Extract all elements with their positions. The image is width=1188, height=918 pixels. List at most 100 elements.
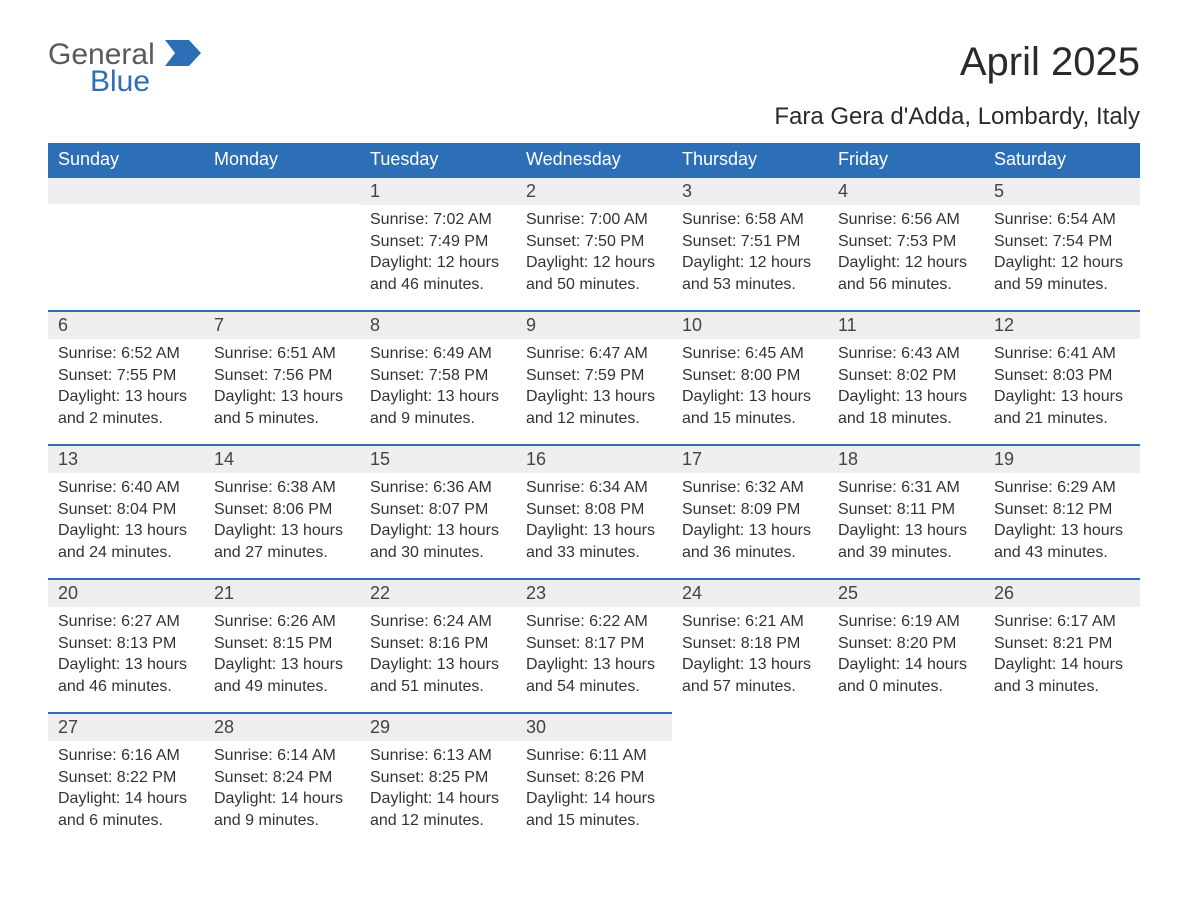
daylight-line: Daylight: 12 hours and 56 minutes. bbox=[838, 252, 974, 295]
day-content: Sunrise: 6:54 AMSunset: 7:54 PMDaylight:… bbox=[984, 205, 1140, 305]
daylight-line: Daylight: 13 hours and 33 minutes. bbox=[526, 520, 662, 563]
weekday-header: Friday bbox=[828, 143, 984, 176]
day-content: Sunrise: 6:11 AMSunset: 8:26 PMDaylight:… bbox=[516, 741, 672, 841]
weekday-header: Sunday bbox=[48, 143, 204, 176]
day-number: 5 bbox=[984, 176, 1140, 205]
sunrise-line: Sunrise: 6:22 AM bbox=[526, 611, 662, 633]
day-number: 14 bbox=[204, 444, 360, 473]
daylight-line: Daylight: 14 hours and 12 minutes. bbox=[370, 788, 506, 831]
day-content: Sunrise: 6:32 AMSunset: 8:09 PMDaylight:… bbox=[672, 473, 828, 573]
weekday-header: Wednesday bbox=[516, 143, 672, 176]
logo-text: General Blue bbox=[48, 40, 155, 95]
day-content: Sunrise: 6:51 AMSunset: 7:56 PMDaylight:… bbox=[204, 339, 360, 439]
day-content: Sunrise: 6:38 AMSunset: 8:06 PMDaylight:… bbox=[204, 473, 360, 573]
sunrise-line: Sunrise: 6:40 AM bbox=[58, 477, 194, 499]
day-number: 22 bbox=[360, 578, 516, 607]
calendar-cell bbox=[828, 712, 984, 846]
daylight-line: Daylight: 12 hours and 46 minutes. bbox=[370, 252, 506, 295]
calendar-cell: 11Sunrise: 6:43 AMSunset: 8:02 PMDayligh… bbox=[828, 310, 984, 444]
sunrise-line: Sunrise: 6:58 AM bbox=[682, 209, 818, 231]
day-number: 8 bbox=[360, 310, 516, 339]
day-content: Sunrise: 6:14 AMSunset: 8:24 PMDaylight:… bbox=[204, 741, 360, 841]
day-content: Sunrise: 6:13 AMSunset: 8:25 PMDaylight:… bbox=[360, 741, 516, 841]
daylight-line: Daylight: 14 hours and 3 minutes. bbox=[994, 654, 1130, 697]
day-number: 10 bbox=[672, 310, 828, 339]
daylight-line: Daylight: 14 hours and 15 minutes. bbox=[526, 788, 662, 831]
day-number: 23 bbox=[516, 578, 672, 607]
sunset-line: Sunset: 8:20 PM bbox=[838, 633, 974, 655]
calendar-cell: 18Sunrise: 6:31 AMSunset: 8:11 PMDayligh… bbox=[828, 444, 984, 578]
sunrise-line: Sunrise: 6:56 AM bbox=[838, 209, 974, 231]
day-number: 9 bbox=[516, 310, 672, 339]
day-number: 24 bbox=[672, 578, 828, 607]
calendar-cell: 3Sunrise: 6:58 AMSunset: 7:51 PMDaylight… bbox=[672, 176, 828, 310]
daylight-line: Daylight: 13 hours and 15 minutes. bbox=[682, 386, 818, 429]
calendar-cell: 25Sunrise: 6:19 AMSunset: 8:20 PMDayligh… bbox=[828, 578, 984, 712]
day-number: 19 bbox=[984, 444, 1140, 473]
calendar-cell: 17Sunrise: 6:32 AMSunset: 8:09 PMDayligh… bbox=[672, 444, 828, 578]
weekday-header: Thursday bbox=[672, 143, 828, 176]
daylight-line: Daylight: 14 hours and 6 minutes. bbox=[58, 788, 194, 831]
sunrise-line: Sunrise: 6:47 AM bbox=[526, 343, 662, 365]
daylight-line: Daylight: 13 hours and 18 minutes. bbox=[838, 386, 974, 429]
location: Fara Gera d'Adda, Lombardy, Italy bbox=[48, 103, 1140, 131]
sunset-line: Sunset: 8:06 PM bbox=[214, 499, 350, 521]
weekday-header: Monday bbox=[204, 143, 360, 176]
day-number: 27 bbox=[48, 712, 204, 741]
sunrise-line: Sunrise: 6:19 AM bbox=[838, 611, 974, 633]
calendar-cell: 30Sunrise: 6:11 AMSunset: 8:26 PMDayligh… bbox=[516, 712, 672, 846]
calendar-row: 27Sunrise: 6:16 AMSunset: 8:22 PMDayligh… bbox=[48, 712, 1140, 846]
day-content: Sunrise: 6:29 AMSunset: 8:12 PMDaylight:… bbox=[984, 473, 1140, 573]
title-block: April 2025 bbox=[960, 40, 1140, 85]
sunrise-line: Sunrise: 6:26 AM bbox=[214, 611, 350, 633]
sunset-line: Sunset: 8:21 PM bbox=[994, 633, 1130, 655]
sunset-line: Sunset: 8:24 PM bbox=[214, 767, 350, 789]
daylight-line: Daylight: 13 hours and 36 minutes. bbox=[682, 520, 818, 563]
daylight-line: Daylight: 13 hours and 43 minutes. bbox=[994, 520, 1130, 563]
sunrise-line: Sunrise: 6:51 AM bbox=[214, 343, 350, 365]
day-number: 15 bbox=[360, 444, 516, 473]
day-content: Sunrise: 6:31 AMSunset: 8:11 PMDaylight:… bbox=[828, 473, 984, 573]
calendar-cell: 10Sunrise: 6:45 AMSunset: 8:00 PMDayligh… bbox=[672, 310, 828, 444]
calendar-cell: 23Sunrise: 6:22 AMSunset: 8:17 PMDayligh… bbox=[516, 578, 672, 712]
sunset-line: Sunset: 8:22 PM bbox=[58, 767, 194, 789]
day-content: Sunrise: 6:19 AMSunset: 8:20 PMDaylight:… bbox=[828, 607, 984, 707]
daylight-line: Daylight: 13 hours and 49 minutes. bbox=[214, 654, 350, 697]
calendar-cell: 4Sunrise: 6:56 AMSunset: 7:53 PMDaylight… bbox=[828, 176, 984, 310]
calendar-cell: 8Sunrise: 6:49 AMSunset: 7:58 PMDaylight… bbox=[360, 310, 516, 444]
sunset-line: Sunset: 8:25 PM bbox=[370, 767, 506, 789]
calendar-cell: 19Sunrise: 6:29 AMSunset: 8:12 PMDayligh… bbox=[984, 444, 1140, 578]
day-content: Sunrise: 6:43 AMSunset: 8:02 PMDaylight:… bbox=[828, 339, 984, 439]
sunset-line: Sunset: 8:17 PM bbox=[526, 633, 662, 655]
day-content: Sunrise: 6:41 AMSunset: 8:03 PMDaylight:… bbox=[984, 339, 1140, 439]
day-content: Sunrise: 6:24 AMSunset: 8:16 PMDaylight:… bbox=[360, 607, 516, 707]
sunset-line: Sunset: 8:26 PM bbox=[526, 767, 662, 789]
weekday-header: Tuesday bbox=[360, 143, 516, 176]
calendar-body: 1Sunrise: 7:02 AMSunset: 7:49 PMDaylight… bbox=[48, 176, 1140, 846]
sunset-line: Sunset: 8:04 PM bbox=[58, 499, 194, 521]
daylight-line: Daylight: 13 hours and 39 minutes. bbox=[838, 520, 974, 563]
sunrise-line: Sunrise: 6:45 AM bbox=[682, 343, 818, 365]
calendar-cell: 1Sunrise: 7:02 AMSunset: 7:49 PMDaylight… bbox=[360, 176, 516, 310]
daylight-line: Daylight: 13 hours and 12 minutes. bbox=[526, 386, 662, 429]
day-number: 28 bbox=[204, 712, 360, 741]
calendar-row: 1Sunrise: 7:02 AMSunset: 7:49 PMDaylight… bbox=[48, 176, 1140, 310]
logo-text-bottom: Blue bbox=[90, 68, 155, 95]
calendar-cell bbox=[48, 176, 204, 310]
sunset-line: Sunset: 8:18 PM bbox=[682, 633, 818, 655]
calendar-cell: 24Sunrise: 6:21 AMSunset: 8:18 PMDayligh… bbox=[672, 578, 828, 712]
sunrise-line: Sunrise: 6:32 AM bbox=[682, 477, 818, 499]
sunset-line: Sunset: 8:08 PM bbox=[526, 499, 662, 521]
day-number: 4 bbox=[828, 176, 984, 205]
daylight-line: Daylight: 12 hours and 50 minutes. bbox=[526, 252, 662, 295]
empty-day-header bbox=[204, 176, 360, 204]
day-number: 30 bbox=[516, 712, 672, 741]
day-number: 6 bbox=[48, 310, 204, 339]
sunrise-line: Sunrise: 6:14 AM bbox=[214, 745, 350, 767]
day-number: 29 bbox=[360, 712, 516, 741]
day-number: 17 bbox=[672, 444, 828, 473]
sunrise-line: Sunrise: 6:41 AM bbox=[994, 343, 1130, 365]
sunrise-line: Sunrise: 6:52 AM bbox=[58, 343, 194, 365]
day-content: Sunrise: 6:40 AMSunset: 8:04 PMDaylight:… bbox=[48, 473, 204, 573]
sunset-line: Sunset: 7:54 PM bbox=[994, 231, 1130, 253]
